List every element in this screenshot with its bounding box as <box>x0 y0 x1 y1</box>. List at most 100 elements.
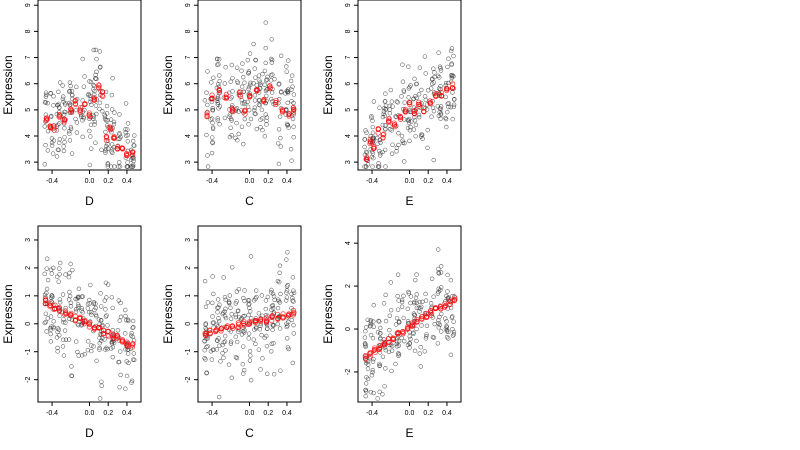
x-tick-label: 0.2 <box>103 410 113 417</box>
data-point <box>291 124 296 129</box>
data-point <box>112 164 117 169</box>
data-point <box>411 331 416 336</box>
data-point <box>80 294 85 299</box>
data-point <box>417 351 422 356</box>
data-point <box>57 140 62 146</box>
data-point <box>57 266 62 271</box>
data-point <box>271 341 276 346</box>
data-point <box>118 372 123 378</box>
data-point <box>439 285 444 290</box>
fit-point <box>390 335 396 341</box>
fit-point <box>241 320 247 326</box>
data-point <box>436 318 441 323</box>
data-point <box>438 329 444 334</box>
data-point <box>407 341 413 346</box>
data-point <box>252 105 258 110</box>
data-point <box>93 305 98 311</box>
data-point <box>396 353 401 358</box>
data-point <box>271 322 276 328</box>
data-point <box>443 94 448 100</box>
data-point <box>432 70 437 75</box>
data-point <box>248 82 253 87</box>
y-tick-label: 3 <box>185 160 192 164</box>
fit-point <box>219 325 225 331</box>
data-point <box>418 345 423 350</box>
data-point <box>226 362 232 367</box>
data-point <box>234 65 240 70</box>
data-point <box>204 132 209 138</box>
data-point <box>242 116 248 122</box>
fit-point <box>130 152 136 158</box>
data-point <box>252 66 257 71</box>
data-point <box>439 311 444 317</box>
data-point <box>68 83 73 89</box>
x-tick-label: 0.2 <box>423 178 433 185</box>
data-point <box>87 162 93 168</box>
data-point <box>264 122 269 127</box>
y-tick-label: 7 <box>25 55 32 59</box>
data-point <box>375 141 380 146</box>
data-point <box>105 323 110 328</box>
fit-point <box>68 106 74 112</box>
data-point <box>57 121 62 126</box>
data-point <box>286 125 291 130</box>
fit-point <box>447 301 453 307</box>
data-point <box>102 114 108 119</box>
data-point <box>214 322 219 327</box>
data-point <box>67 289 72 295</box>
data-point <box>284 69 289 74</box>
data-point <box>418 134 424 139</box>
fit-point <box>223 94 229 101</box>
fit-point <box>68 310 74 316</box>
data-point <box>263 45 268 51</box>
data-point <box>57 313 62 318</box>
data-point <box>424 334 429 339</box>
data-point <box>275 141 281 146</box>
fit-point <box>95 325 102 331</box>
data-point <box>55 349 60 354</box>
fit-point <box>367 353 374 359</box>
data-point <box>62 328 68 333</box>
fit-point <box>204 114 210 120</box>
data-point <box>93 47 99 53</box>
data-point <box>437 106 443 111</box>
y-tick-label: 5 <box>345 108 352 112</box>
data-point <box>400 62 405 67</box>
data-point <box>129 378 135 384</box>
y-tick-label: 3 <box>345 160 352 164</box>
data-point <box>208 117 213 122</box>
data-point <box>109 149 114 154</box>
panel-1: -0.4 0.0 0.2 0.4 3 4 5 6 7 8 9 D Expression <box>1 0 142 208</box>
data-point <box>61 144 66 149</box>
data-point <box>399 297 405 303</box>
data-point <box>363 149 369 154</box>
data-point <box>363 128 368 133</box>
data-point <box>269 90 275 95</box>
data-point <box>435 73 441 79</box>
fit-point <box>439 93 445 99</box>
fit-point <box>114 144 121 150</box>
data-point <box>69 317 75 323</box>
data-point <box>242 80 247 85</box>
data-point <box>86 339 91 344</box>
data-point <box>413 295 419 301</box>
data-point <box>57 80 63 85</box>
data-point <box>61 319 66 325</box>
data-point <box>248 353 253 358</box>
data-point <box>43 112 49 117</box>
data-point <box>215 62 220 67</box>
fit-point <box>218 326 224 332</box>
data-point <box>376 148 382 154</box>
data-point <box>435 341 441 346</box>
fit-point <box>428 312 435 319</box>
fit-point <box>57 113 63 120</box>
data-point <box>89 343 94 348</box>
data-point <box>205 164 211 169</box>
fit-point <box>223 91 230 97</box>
panel-2: -0.4 0.0 0.2 0.4 3 4 5 6 7 8 9 C Expression <box>161 0 302 208</box>
data-point <box>252 107 257 113</box>
fit-point <box>376 343 382 349</box>
data-point <box>215 310 220 315</box>
data-point <box>363 381 369 386</box>
data-point <box>61 148 67 154</box>
